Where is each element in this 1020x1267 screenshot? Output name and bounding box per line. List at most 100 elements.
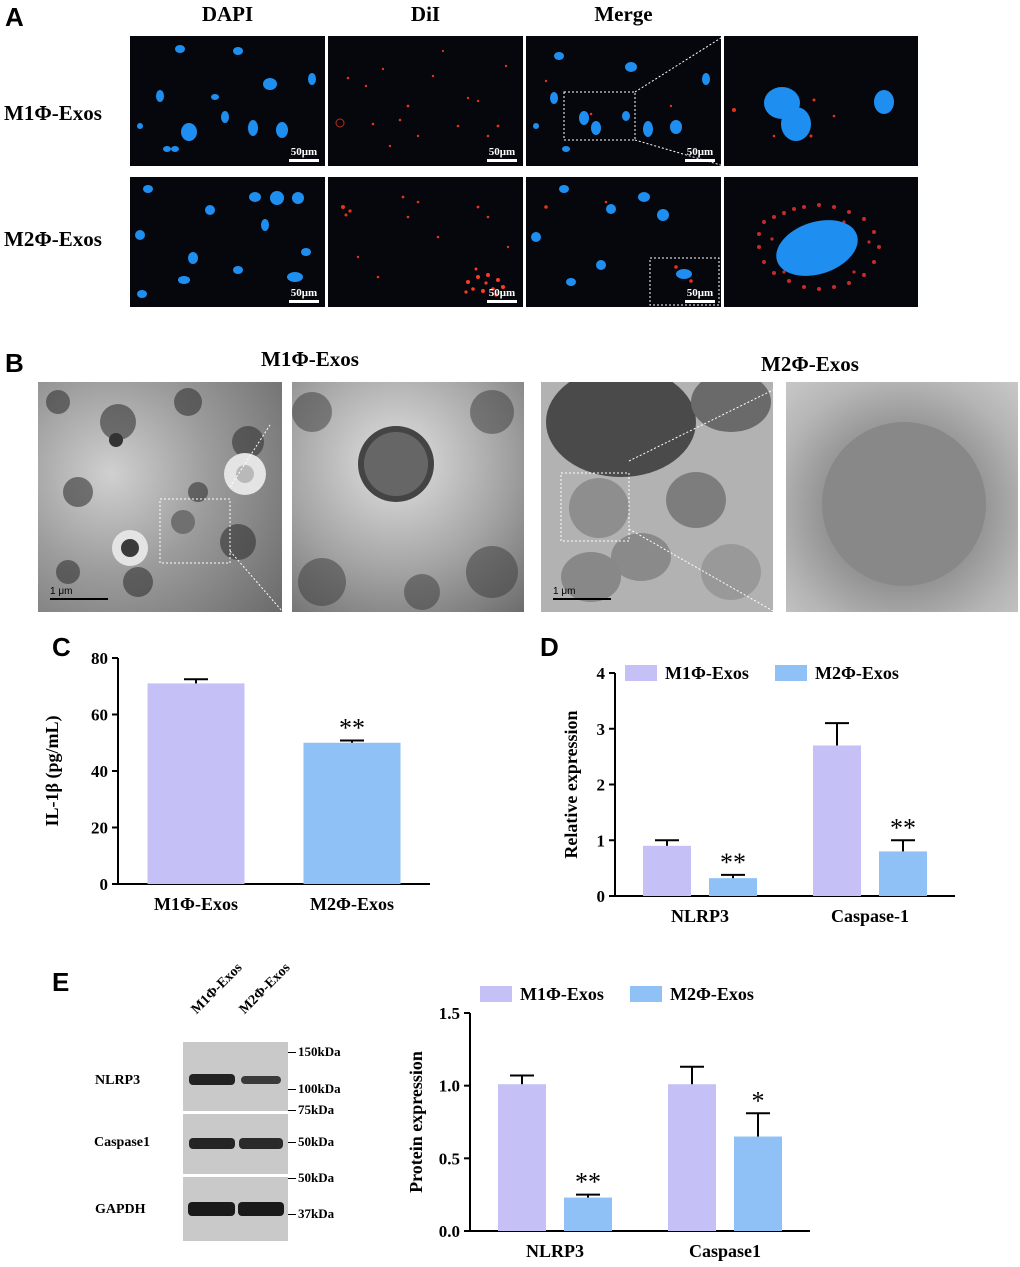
band-gapdh-m2 (238, 1202, 284, 1216)
significance-mark: ** (339, 713, 365, 742)
bar (734, 1136, 782, 1231)
y-tick-label: 1 (597, 831, 606, 850)
y-tick-label: 1.0 (439, 1077, 460, 1096)
zoom-connectors-a (634, 35, 725, 167)
y-tick-label: 40 (91, 762, 108, 781)
scale-bar: 50μm (685, 146, 715, 162)
dapi-image-m2: 50μm (130, 177, 325, 307)
y-tick-label: 0 (597, 887, 606, 906)
x-tick-label: NLRP3 (526, 1241, 584, 1261)
merge-image-m1: 50μm (526, 36, 721, 166)
column-title-dapi: DAPI (201, 2, 254, 26)
blot-strip-caspase1 (183, 1114, 288, 1174)
tem-title-m1: M1Φ-Exos (261, 347, 359, 371)
legend-swatch (480, 986, 512, 1002)
band-gapdh-m1 (188, 1202, 235, 1216)
legend-label: M2Φ-Exos (815, 663, 899, 683)
x-tick-label: Caspase-1 (831, 906, 909, 926)
y-tick-label: 0.0 (439, 1222, 460, 1241)
legend-swatch (775, 665, 807, 681)
band-caspase1-m1 (189, 1138, 235, 1149)
legend-label: M1Φ-Exos (665, 663, 749, 683)
chart-c: 0 20 40 60 80 IL-1β (pg/mL) M1Φ-Exos M2Φ-Exos ** (42, 649, 430, 914)
legend-swatch (630, 986, 662, 1002)
y-axis-label: Relative expression (561, 710, 581, 858)
scale-bar: 50μm (487, 287, 517, 303)
legend-label: M2Φ-Exos (670, 984, 754, 1004)
significance-mark: * (752, 1086, 765, 1115)
bar (303, 742, 401, 884)
panel-letter-a: A (5, 2, 24, 32)
dil-image-m2: 50μm (328, 177, 523, 307)
blot-label-caspase1: Caspase1 (94, 1135, 151, 1150)
blot-strip-gapdh (183, 1177, 288, 1241)
zoom-image-m2 (724, 177, 918, 307)
significance-mark: ** (890, 813, 916, 842)
bar (498, 1084, 546, 1231)
marker-75kda: 75kDa (298, 1102, 335, 1117)
dil-image-m1: 50μm (328, 36, 523, 166)
blot-strip-nlrp3 (183, 1042, 288, 1111)
panel-letter-c: C (52, 632, 71, 662)
lane-label-m1: M1Φ-Exos (188, 960, 246, 1018)
tem-zoom-m1 (292, 382, 524, 612)
y-tick-label: 80 (91, 649, 108, 668)
scale-bar: 50μm (685, 287, 715, 303)
bar (879, 851, 927, 896)
zoom-image-m1 (724, 36, 918, 166)
y-tick-label: 1.5 (439, 1004, 460, 1023)
scale-bar: 50μm (289, 146, 319, 162)
y-tick-label: 3 (597, 720, 606, 739)
marker-100kda: 100kDa (298, 1081, 341, 1096)
row-label-m2: M2Φ-Exos (4, 227, 102, 251)
bar (709, 878, 757, 896)
significance-mark: ** (720, 848, 746, 877)
zoom-connectors-b (229, 389, 774, 612)
y-tick-label: 20 (91, 819, 108, 838)
panel-letter-e: E (52, 967, 70, 997)
y-tick-label: 4 (597, 664, 606, 683)
marker-37kda: 37kDa (298, 1206, 335, 1221)
scale-bar: 50μm (289, 287, 319, 303)
band-nlrp3-m1 (189, 1074, 235, 1085)
row-label-m1: M1Φ-Exos (4, 101, 102, 125)
bar (147, 683, 245, 884)
x-tick-label: NLRP3 (671, 906, 729, 926)
y-tick-label: 0 (100, 875, 109, 894)
dapi-image-m1: 50μm (130, 36, 325, 166)
marker-50kda-2: 50kDa (298, 1170, 335, 1185)
x-tick-label: M2Φ-Exos (310, 894, 394, 914)
tem-zoom-m2 (786, 382, 1018, 612)
band-caspase1-m2 (239, 1138, 283, 1149)
bar (643, 845, 691, 896)
band-nlrp3-m2 (241, 1076, 281, 1084)
x-tick-label: Caspase1 (689, 1241, 761, 1261)
y-tick-label: 60 (91, 706, 108, 725)
bar (564, 1197, 612, 1231)
blot-label-gapdh: GAPDH (95, 1202, 146, 1217)
y-tick-label: 0.5 (439, 1149, 460, 1168)
blot-label-nlrp3: NLRP3 (95, 1073, 141, 1088)
y-axis-label: IL-1β (pg/mL) (42, 716, 63, 827)
legend-label: M1Φ-Exos (520, 984, 604, 1004)
scale-bar: 1 μm (553, 586, 611, 600)
panel-letter-b: B (5, 348, 24, 378)
legend-swatch (625, 665, 657, 681)
marker-50kda: 50kDa (298, 1134, 335, 1149)
scale-bar: 1 μm (50, 586, 108, 600)
bar (668, 1084, 716, 1231)
chart-d: 0 1 2 3 4 Relative expression NLRP3 ** Caspase-1… (561, 663, 955, 926)
bar (813, 745, 861, 896)
y-axis-label: Protein expression (406, 1051, 426, 1193)
tem-title-m2: M2Φ-Exos (761, 352, 859, 376)
lane-label-m2: M2Φ-Exos (236, 960, 294, 1018)
scale-bar: 50μm (487, 146, 517, 162)
tem-image-m1: 1 μm (38, 382, 282, 612)
significance-mark: ** (575, 1168, 601, 1197)
column-title-dil: DiI (410, 2, 441, 26)
y-tick-label: 2 (597, 776, 606, 795)
merge-image-m2: 50μm (526, 177, 721, 307)
column-title-merge: Merge (594, 2, 653, 26)
panel-letter-d: D (540, 632, 559, 662)
marker-150kda: 150kDa (298, 1044, 341, 1059)
